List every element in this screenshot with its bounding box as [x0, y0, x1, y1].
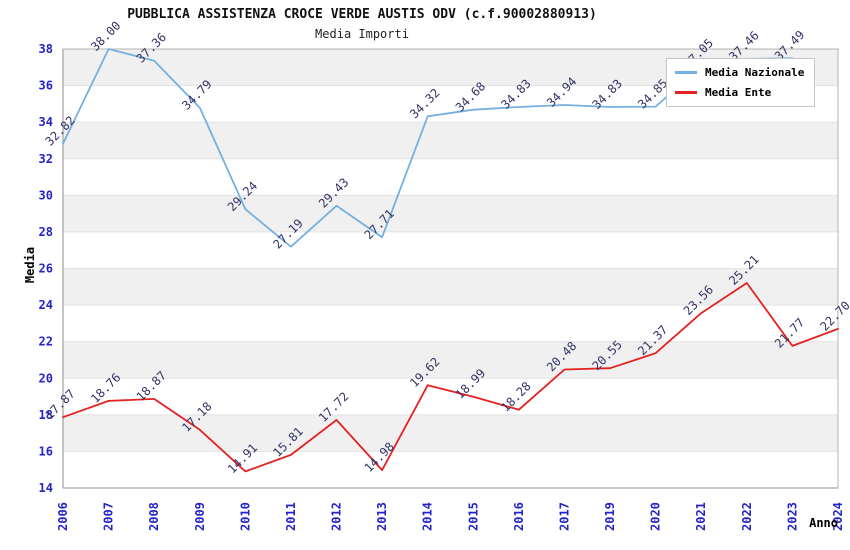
x-tick-label: 2023	[785, 502, 799, 531]
y-tick-label: 18	[39, 408, 53, 422]
plot-band	[63, 122, 838, 159]
x-tick-label: 2022	[740, 502, 754, 531]
x-tick-label: 2012	[330, 502, 344, 531]
legend-label: Media Nazionale	[705, 66, 805, 79]
legend-line-sample-red	[675, 91, 697, 94]
plot-band	[63, 378, 838, 415]
x-tick-label: 2007	[102, 502, 116, 531]
legend-line-sample-blue	[675, 71, 697, 74]
x-tick-label: 2009	[193, 502, 207, 531]
y-tick-label: 30	[39, 188, 53, 202]
chart-subtitle: Media Importi	[315, 27, 409, 41]
y-tick-label: 32	[39, 152, 53, 166]
y-tick-label: 22	[39, 335, 53, 349]
x-axis-title: Anno	[809, 516, 838, 530]
x-tick-label: 2011	[284, 502, 298, 531]
legend-label: Media Ente	[705, 86, 772, 99]
series-line	[62, 282, 839, 473]
x-tick-label: 2006	[56, 502, 70, 531]
x-tick-label: 2021	[694, 502, 708, 531]
x-tick-label: 2014	[421, 502, 435, 531]
x-tick-label: 2016	[512, 502, 526, 531]
plot-band	[63, 341, 838, 379]
plot-band	[63, 451, 838, 488]
x-tick-label: 2008	[147, 502, 161, 531]
y-tick-label: 14	[39, 481, 53, 495]
y-axis-title: Media	[23, 246, 37, 284]
chart-legend: Media Nazionale Media Ente	[666, 58, 816, 107]
x-tick-label: 2017	[557, 502, 571, 531]
legend-item-media-ente: Media Ente	[675, 86, 804, 99]
plot-band	[63, 268, 838, 306]
y-tick-label: 20	[39, 371, 53, 385]
x-tick-label: 2013	[375, 502, 389, 531]
plot-band	[63, 414, 838, 452]
x-tick-label: 2015	[466, 502, 480, 531]
x-tick-label: 2010	[238, 502, 252, 531]
x-tick-label: 2019	[603, 502, 617, 531]
y-tick-label: 28	[39, 225, 53, 239]
plot-band	[63, 231, 838, 269]
y-tick-label: 16	[39, 444, 53, 458]
y-tick-label: 26	[39, 262, 53, 276]
y-tick-label: 24	[39, 298, 53, 312]
y-tick-label: 38	[39, 42, 53, 56]
plot-band	[63, 195, 838, 232]
y-tick-label: 34	[39, 115, 53, 129]
plot-band	[63, 305, 838, 342]
plot-band	[63, 158, 838, 196]
chart-title: PUBBLICA ASSISTENZA CROCE VERDE AUSTIS O…	[127, 7, 597, 22]
y-tick-label: 36	[39, 79, 53, 93]
legend-item-media-nazionale: Media Nazionale	[675, 66, 804, 79]
x-tick-label: 2024	[831, 502, 845, 531]
x-tick-label: 2020	[649, 502, 663, 531]
